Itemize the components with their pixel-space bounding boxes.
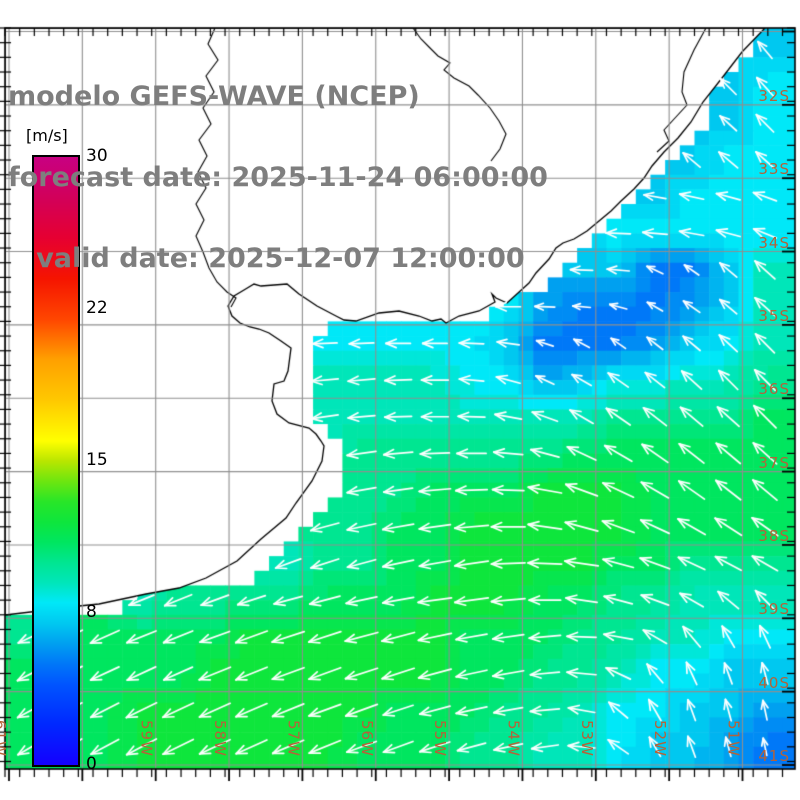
longitude-label: 53W [577,720,596,757]
colorbar [32,155,80,767]
latitude-label: 32S [758,86,790,105]
longitude-label: 54W [504,720,523,757]
latitude-label: 37S [758,453,790,472]
valid-date-line: valid date: 2025-12-07 12:00:00 [8,243,525,274]
colorbar-tick-label: 22 [86,298,108,318]
latitude-label: 38S [758,526,790,545]
longitude-label: 57W [284,720,303,757]
latitude-label: 34S [758,233,790,252]
colorbar-tick-label: 8 [86,602,97,622]
colorbar-unit-label: [m/s] [26,126,68,145]
longitude-label: 59W [137,720,156,757]
longitude-label: 58W [211,720,230,757]
latitude-label: 36S [758,380,790,399]
longitude-label: 52W [651,720,670,757]
latitude-label: 39S [758,600,790,619]
latitude-label: 35S [758,306,790,325]
model-title: modelo GEFS-WAVE (NCEP) [8,81,420,112]
longitude-label: 51W [724,720,743,757]
colorbar-tick-label: 30 [86,146,108,166]
title-block: modelo GEFS-WAVE (NCEP) forecast date: 2… [8,29,548,326]
colorbar-tick-label: 15 [86,450,108,470]
longitude-label: 56W [357,720,376,757]
latitude-label: 41S [758,747,790,765]
forecast-date-line: forecast date: 2025-11-24 06:00:00 [8,162,548,193]
colorbar-tick-label: 0 [86,754,97,774]
latitude-label: 40S [758,673,790,692]
latitude-label: 33S [758,160,790,179]
longitude-label: 61W [0,720,9,757]
longitude-label: 55W [431,720,450,757]
